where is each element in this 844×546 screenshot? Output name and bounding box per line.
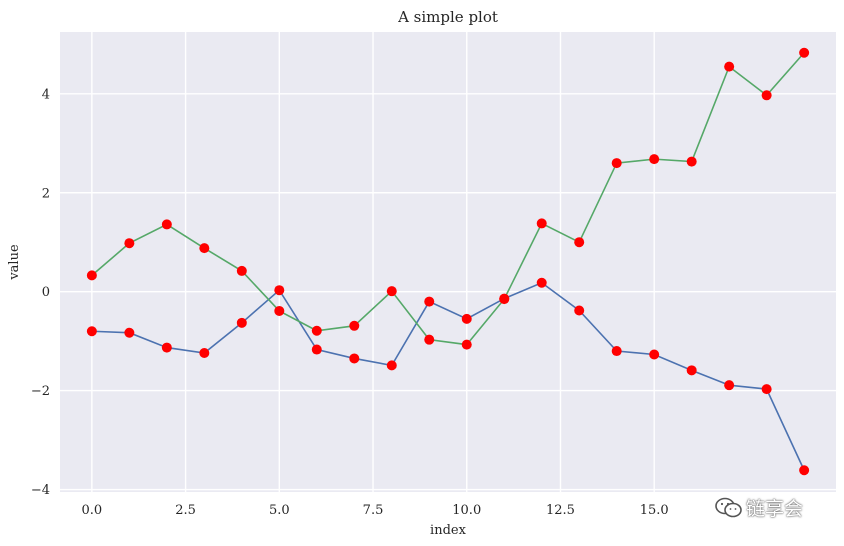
series-1-point xyxy=(86,326,97,337)
series-1-point xyxy=(649,349,660,360)
series-1-point xyxy=(424,296,435,307)
wechat-icon xyxy=(715,497,742,517)
x-tick-label: 7.5 xyxy=(363,503,384,518)
chart-title: A simple plot xyxy=(397,8,498,26)
x-axis-ticks: 0.0 2.5 5.0 7.5 10.0 12.5 15.0 xyxy=(82,503,669,518)
series-2-point xyxy=(611,158,622,169)
series-1-point xyxy=(724,380,735,391)
series-2-point xyxy=(311,325,322,336)
watermark: 链享会 xyxy=(714,494,803,521)
series-1-point xyxy=(311,344,322,355)
series-1-point xyxy=(199,348,210,359)
series-2-point xyxy=(424,334,435,345)
series-2-point xyxy=(124,238,135,249)
x-tick-label: 2.5 xyxy=(175,503,196,518)
series-2-point xyxy=(536,218,547,229)
series-1-point xyxy=(461,313,472,324)
series-1-point xyxy=(536,277,547,288)
series-1-point xyxy=(349,353,360,364)
x-axis-label: index xyxy=(430,523,467,538)
series-2-point xyxy=(724,61,735,72)
series-1-point xyxy=(686,365,697,376)
series-1-point xyxy=(611,346,622,357)
y-tick-label: 2 xyxy=(42,186,50,201)
series-1-point xyxy=(161,342,172,353)
y-axis-label: value xyxy=(7,244,22,281)
x-tick-label: 5.0 xyxy=(269,503,290,518)
series-1-point xyxy=(574,305,585,316)
series-2-point xyxy=(199,243,210,254)
series-2-point xyxy=(799,47,810,58)
series-2-point xyxy=(761,90,772,101)
plot-area xyxy=(60,32,836,492)
series-2-point xyxy=(236,265,247,276)
series-layer xyxy=(86,47,810,476)
y-tick-label: 4 xyxy=(42,87,50,102)
series-1-point xyxy=(274,285,285,296)
series-2-point xyxy=(499,294,510,305)
series-2-point xyxy=(274,305,285,316)
series-1-point xyxy=(236,317,247,328)
series-1-point xyxy=(386,360,397,371)
x-tick-label: 12.5 xyxy=(546,503,575,518)
series-2-point xyxy=(386,286,397,297)
x-tick-label: 10.0 xyxy=(452,503,481,518)
series-2-point xyxy=(161,219,172,230)
series-2-point xyxy=(349,320,360,331)
series-1-line xyxy=(91,281,805,471)
x-tick-label: 0.0 xyxy=(82,503,103,518)
y-tick-label: −2 xyxy=(31,384,50,399)
y-axis-ticks: −4 −2 0 2 4 xyxy=(31,87,50,498)
series-2-point xyxy=(461,339,472,350)
series-1-point xyxy=(799,465,810,476)
series-2-point xyxy=(86,270,97,281)
watermark-text: 链享会 xyxy=(746,498,804,520)
y-tick-label: −4 xyxy=(31,483,50,498)
series-2-point xyxy=(686,156,697,167)
series-2-point xyxy=(649,154,660,165)
series-1-point xyxy=(124,327,135,338)
series-1-point xyxy=(761,384,772,395)
series-2-point xyxy=(574,237,585,248)
series-2-line xyxy=(91,52,805,346)
grid xyxy=(60,32,836,492)
y-tick-label: 0 xyxy=(42,285,50,300)
x-tick-label: 15.0 xyxy=(640,503,669,518)
